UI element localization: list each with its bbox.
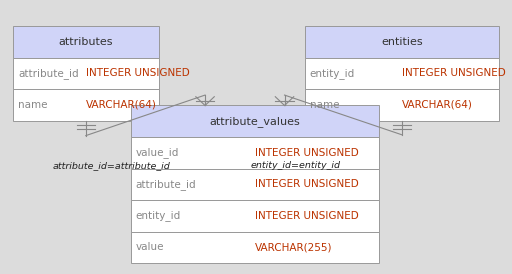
FancyBboxPatch shape [305, 26, 499, 58]
Text: INTEGER UNSIGNED: INTEGER UNSIGNED [402, 68, 506, 78]
FancyBboxPatch shape [13, 58, 159, 89]
Text: attribute_id: attribute_id [136, 179, 196, 190]
FancyBboxPatch shape [305, 89, 499, 121]
Text: entities: entities [381, 37, 423, 47]
Text: value_id: value_id [136, 147, 179, 158]
Text: attribute_id=attribute_id: attribute_id=attribute_id [53, 161, 170, 170]
Text: INTEGER UNSIGNED: INTEGER UNSIGNED [255, 211, 358, 221]
Text: VARCHAR(64): VARCHAR(64) [86, 100, 157, 110]
FancyBboxPatch shape [13, 89, 159, 121]
Text: attributes: attributes [58, 37, 113, 47]
FancyBboxPatch shape [305, 58, 499, 89]
Text: VARCHAR(255): VARCHAR(255) [255, 242, 332, 252]
FancyBboxPatch shape [131, 232, 379, 263]
FancyBboxPatch shape [13, 26, 159, 58]
Text: entity_id=entity_id: entity_id=entity_id [251, 161, 341, 170]
FancyBboxPatch shape [131, 169, 379, 200]
Text: VARCHAR(64): VARCHAR(64) [402, 100, 473, 110]
Text: value: value [136, 242, 164, 252]
Text: attribute_values: attribute_values [209, 116, 300, 127]
Text: INTEGER UNSIGNED: INTEGER UNSIGNED [86, 68, 189, 78]
Text: attribute_id: attribute_id [18, 68, 78, 79]
Text: name: name [18, 100, 48, 110]
FancyBboxPatch shape [131, 105, 379, 137]
Text: name: name [310, 100, 339, 110]
FancyBboxPatch shape [131, 200, 379, 232]
Text: entity_id: entity_id [310, 68, 355, 79]
Text: INTEGER UNSIGNED: INTEGER UNSIGNED [255, 148, 358, 158]
Text: INTEGER UNSIGNED: INTEGER UNSIGNED [255, 179, 358, 189]
FancyBboxPatch shape [131, 137, 379, 169]
Text: entity_id: entity_id [136, 210, 181, 221]
